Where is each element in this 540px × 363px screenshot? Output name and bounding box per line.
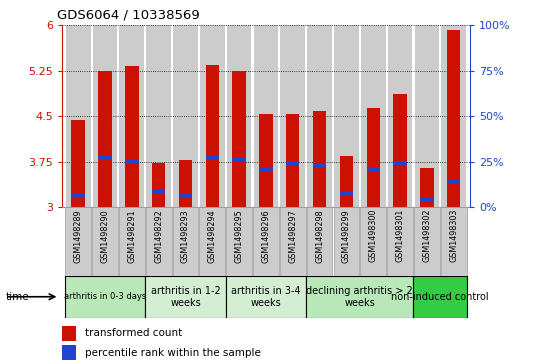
Bar bbox=[420, 168, 434, 207]
Text: GSM1498296: GSM1498296 bbox=[261, 209, 271, 262]
Bar bbox=[71, 194, 85, 198]
Text: GDS6064 / 10338569: GDS6064 / 10338569 bbox=[57, 9, 199, 22]
Bar bbox=[199, 207, 225, 276]
Bar bbox=[62, 345, 76, 360]
Text: GSM1498294: GSM1498294 bbox=[208, 209, 217, 262]
Bar bbox=[71, 121, 85, 207]
Bar bbox=[146, 25, 171, 207]
Bar bbox=[119, 207, 145, 276]
Bar bbox=[98, 155, 112, 159]
Bar bbox=[340, 156, 353, 207]
Bar bbox=[313, 164, 326, 168]
Bar bbox=[179, 160, 192, 207]
Text: GSM1498290: GSM1498290 bbox=[100, 209, 110, 262]
Bar bbox=[206, 65, 219, 207]
Bar bbox=[152, 163, 165, 207]
Bar bbox=[307, 207, 333, 276]
Bar bbox=[367, 167, 380, 171]
Text: GSM1498297: GSM1498297 bbox=[288, 209, 298, 263]
Bar bbox=[226, 207, 252, 276]
Bar bbox=[361, 25, 386, 207]
Bar bbox=[62, 326, 76, 341]
Bar bbox=[232, 157, 246, 161]
Text: GSM1498303: GSM1498303 bbox=[449, 209, 458, 262]
Bar bbox=[313, 111, 326, 207]
Bar bbox=[152, 189, 165, 194]
Bar bbox=[226, 276, 306, 318]
Bar bbox=[206, 155, 219, 159]
Text: GSM1498291: GSM1498291 bbox=[127, 209, 136, 262]
Bar bbox=[200, 25, 225, 207]
Bar bbox=[447, 179, 461, 184]
Text: time: time bbox=[5, 292, 29, 302]
Bar bbox=[286, 162, 300, 166]
Bar bbox=[307, 25, 332, 207]
Bar bbox=[393, 94, 407, 207]
Bar bbox=[66, 25, 91, 207]
Bar bbox=[98, 71, 112, 207]
Text: GSM1498301: GSM1498301 bbox=[396, 209, 404, 262]
Bar bbox=[173, 207, 198, 276]
Bar bbox=[259, 167, 273, 171]
Bar bbox=[340, 192, 353, 196]
Bar bbox=[92, 207, 118, 276]
Text: arthritis in 3-4
weeks: arthritis in 3-4 weeks bbox=[231, 286, 301, 307]
Bar bbox=[414, 207, 440, 276]
Bar bbox=[145, 276, 226, 318]
Bar bbox=[360, 207, 386, 276]
Bar bbox=[125, 160, 139, 164]
Bar bbox=[227, 25, 252, 207]
Bar bbox=[286, 114, 300, 207]
Bar bbox=[93, 25, 117, 207]
Text: declining arthritis > 2
weeks: declining arthritis > 2 weeks bbox=[307, 286, 413, 307]
Text: GSM1498292: GSM1498292 bbox=[154, 209, 163, 263]
Text: GSM1498289: GSM1498289 bbox=[73, 209, 83, 262]
Bar bbox=[119, 25, 144, 207]
Bar bbox=[334, 207, 359, 276]
Text: GSM1498295: GSM1498295 bbox=[234, 209, 244, 263]
Bar bbox=[441, 207, 467, 276]
Bar bbox=[259, 114, 273, 207]
Text: non-induced control: non-induced control bbox=[392, 292, 489, 302]
Bar bbox=[280, 207, 306, 276]
Text: GSM1498293: GSM1498293 bbox=[181, 209, 190, 262]
Text: percentile rank within the sample: percentile rank within the sample bbox=[85, 348, 260, 358]
Bar bbox=[334, 25, 359, 207]
Bar bbox=[253, 207, 279, 276]
Bar bbox=[65, 276, 145, 318]
Text: GSM1498299: GSM1498299 bbox=[342, 209, 351, 263]
Bar bbox=[420, 197, 434, 202]
Bar bbox=[447, 30, 461, 207]
Text: GSM1498298: GSM1498298 bbox=[315, 209, 324, 262]
Bar bbox=[441, 25, 466, 207]
Text: GSM1498302: GSM1498302 bbox=[422, 209, 431, 262]
Bar bbox=[65, 207, 91, 276]
Bar bbox=[367, 108, 380, 207]
Bar bbox=[393, 160, 407, 165]
Bar bbox=[280, 25, 305, 207]
Bar bbox=[232, 71, 246, 207]
Bar bbox=[254, 25, 278, 207]
Bar bbox=[388, 25, 413, 207]
Bar bbox=[125, 66, 139, 207]
Text: transformed count: transformed count bbox=[85, 329, 182, 338]
Text: arthritis in 0-3 days: arthritis in 0-3 days bbox=[64, 292, 146, 301]
Bar bbox=[146, 207, 172, 276]
Bar bbox=[306, 276, 414, 318]
Bar bbox=[415, 25, 439, 207]
Text: arthritis in 1-2
weeks: arthritis in 1-2 weeks bbox=[151, 286, 220, 307]
Text: GSM1498300: GSM1498300 bbox=[369, 209, 378, 262]
Bar bbox=[387, 207, 413, 276]
Bar bbox=[179, 193, 192, 197]
Bar bbox=[414, 276, 467, 318]
Bar bbox=[173, 25, 198, 207]
